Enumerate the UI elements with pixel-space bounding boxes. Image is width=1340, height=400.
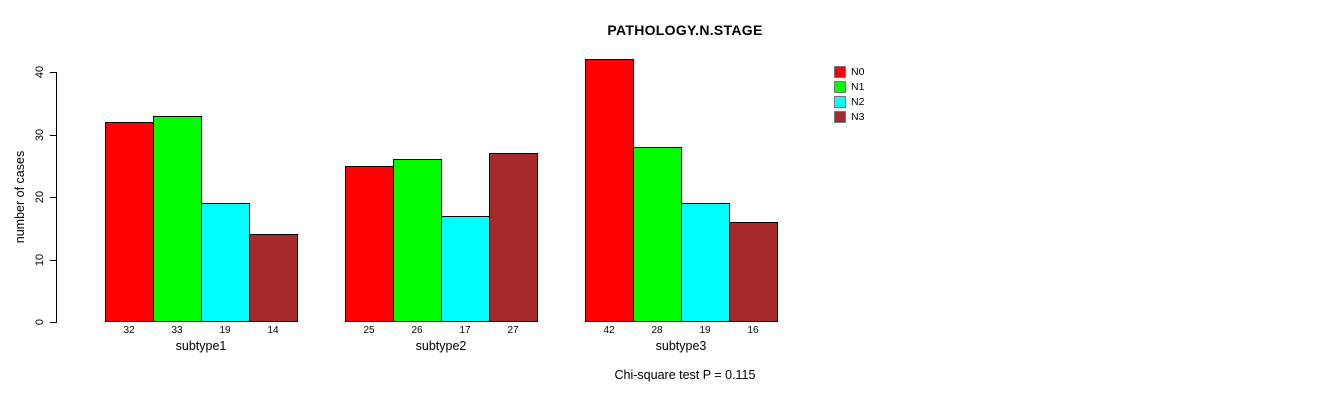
bar-value-label: 42 [603,325,615,336]
y-axis-tick [50,197,57,198]
bar-subtype1-N2 [201,203,250,322]
bar-value-label: 16 [747,325,759,336]
legend-label: N0 [851,66,865,78]
bar-subtype2-N1 [393,159,442,322]
legend-swatch-N1 [834,81,846,93]
y-axis-tick [50,135,57,136]
chi-square-annotation: Chi-square test P = 0.115 [614,368,756,382]
legend-swatch-N2 [834,96,846,108]
y-axis-tick [50,260,57,261]
legend-swatch-N3 [834,111,846,123]
bar-value-label: 19 [699,325,711,336]
bar-subtype3-N2 [681,203,730,322]
legend-label: N2 [851,96,865,108]
bar-subtype1-N0 [105,122,154,322]
bar-value-label: 17 [459,325,471,336]
bar-subtype1-N3 [249,234,298,322]
y-axis-tick [50,72,57,73]
bar-subtype1-N1 [153,116,202,322]
bar-subtype3-N0 [585,59,634,322]
y-axis-tick-label: 0 [34,318,46,326]
legend-label: N3 [851,111,865,123]
x-category-label: subtype2 [415,339,467,353]
chart-title: PATHOLOGY.N.STAGE [607,22,763,38]
bar-value-label: 27 [507,325,519,336]
bar-subtype2-N2 [441,216,490,322]
bar-value-label: 26 [411,325,423,336]
x-category-label: subtype3 [655,339,707,353]
bar-value-label: 19 [219,325,231,336]
y-axis-tick-label: 40 [34,65,46,79]
bar-value-label: 33 [171,325,183,336]
x-category-label: subtype1 [175,339,227,353]
bar-value-label: 28 [651,325,663,336]
bar-subtype2-N0 [345,166,394,322]
bar-value-label: 32 [123,325,135,336]
bar-subtype3-N1 [633,147,682,322]
y-axis-tick-label: 20 [34,190,46,204]
y-axis-title: number of cases [13,150,27,244]
bar-value-label: 14 [267,325,279,336]
bar-subtype3-N3 [729,222,778,322]
legend-label: N1 [851,81,865,93]
y-axis-tick-label: 30 [34,128,46,142]
y-axis-tick [50,322,57,323]
bar-subtype2-N3 [489,153,538,322]
y-axis-tick-label: 10 [34,253,46,267]
bar-value-label: 25 [363,325,375,336]
legend-swatch-N0 [834,66,846,78]
